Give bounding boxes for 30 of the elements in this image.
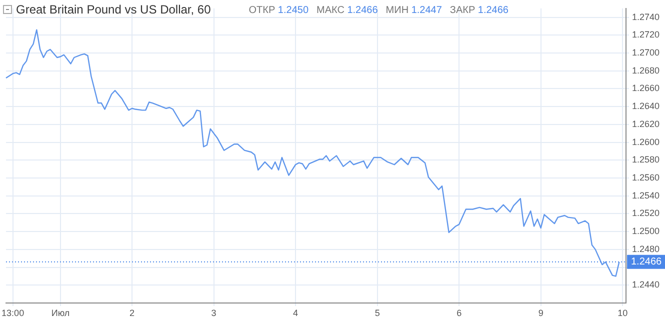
ref-line-label: 1.2466 — [631, 256, 662, 268]
y-tick-label: 1.2440 — [632, 280, 660, 290]
y-tick-label: 1.2640 — [632, 101, 660, 112]
y-tick-label: 1.2740 — [632, 12, 660, 22]
annotation: МИН 1.2447 — [386, 4, 442, 16]
y-tick-label: 1.2560 — [632, 172, 660, 183]
y-tick-label: 1.2600 — [632, 136, 660, 147]
chart-title: Great Britain Pound vs US Dollar, 60 — [16, 2, 212, 16]
x-tick-label: 2 — [130, 308, 135, 318]
x-tick-label: 3 — [211, 308, 216, 318]
x-tick-label: 13:00 — [2, 308, 24, 318]
x-tick-label: 5 — [374, 308, 380, 318]
y-tick-label: 1.2660 — [632, 83, 660, 94]
y-tick-label: 1.2680 — [632, 65, 660, 76]
annotation: ЗАКР 1.2466 — [450, 4, 509, 16]
x-tick-label: 9 — [538, 308, 544, 318]
y-tick-label: 1.2540 — [632, 190, 660, 200]
y-tick-label: 1.2700 — [632, 48, 660, 58]
x-tick-label: 10 — [618, 308, 628, 318]
x-tick-label: 6 — [456, 308, 462, 318]
y-tick-label: 1.2720 — [632, 30, 660, 40]
annotation: МАКС 1.2466 — [316, 4, 378, 16]
y-tick-label: 1.2520 — [632, 208, 660, 218]
annotation: ОТКР 1.2450 — [248, 4, 309, 16]
x-tick-label: Июл — [51, 308, 70, 318]
y-tick-label: 1.2480 — [632, 244, 660, 254]
y-tick-label: 1.2620 — [632, 118, 660, 129]
y-tick-label: 1.2580 — [632, 154, 660, 165]
y-tick-label: 1.2500 — [632, 226, 660, 236]
x-tick-label: 4 — [293, 308, 298, 318]
